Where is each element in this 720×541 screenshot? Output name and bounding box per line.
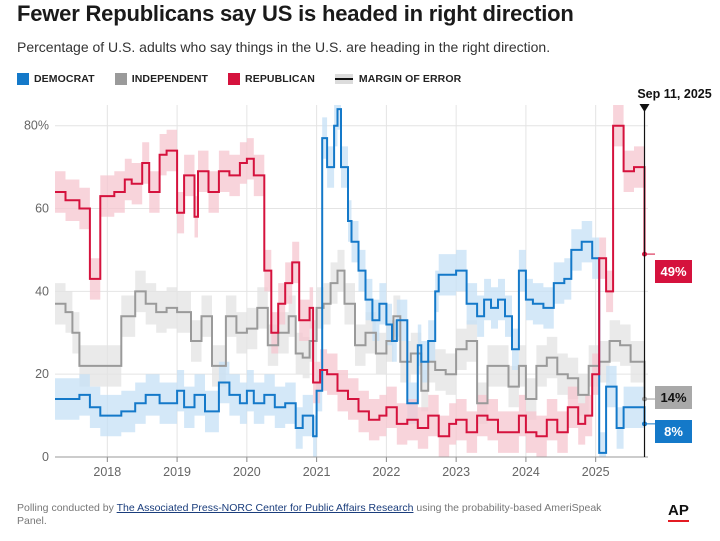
chart-subtitle: Percentage of U.S. adults who say things… (17, 39, 551, 55)
republican-end-label: 49% (660, 264, 686, 279)
legend-label-moe: MARGIN OF ERROR (358, 73, 462, 85)
independent-end-label-box (655, 386, 692, 409)
x-tick-label: 2020 (233, 465, 261, 479)
x-tick-label: 2025 (582, 465, 610, 479)
x-tick-label: 2024 (512, 465, 540, 479)
source-prefix: Polling conducted by (17, 502, 117, 514)
democrat-end-label-box (655, 420, 692, 443)
source-link[interactable]: The Associated Press-NORC Center for Pub… (116, 502, 414, 514)
source-suffix: using the probability-based AmeriSpeak P… (17, 502, 602, 527)
x-tick-label: 2018 (93, 465, 121, 479)
independent-line (55, 269, 646, 405)
ap-logo: AP (668, 502, 689, 522)
x-tick-label: 2019 (163, 465, 191, 479)
date-marker-label: Sep 11, 2025 (637, 87, 711, 101)
legend-item-republican: REPUBLICAN (228, 73, 315, 85)
legend-item-moe: MARGIN OF ERROR (334, 73, 462, 85)
republican-end-label-box (655, 260, 692, 283)
y-tick-label: 0 (42, 450, 49, 464)
legend-label-independent: INDEPENDENT (131, 73, 209, 85)
x-tick-label: 2022 (372, 465, 400, 479)
legend-label-republican: REPUBLICAN (245, 73, 315, 85)
legend-item-independent: INDEPENDENT (114, 73, 209, 85)
y-tick-label: 80% (24, 119, 49, 133)
y-tick-label: 60 (35, 202, 49, 216)
republican-swatch (228, 73, 241, 85)
moe-swatch (334, 74, 353, 84)
republican-line (55, 124, 646, 438)
date-marker-arrow (639, 104, 650, 112)
x-tick-label: 2021 (303, 465, 331, 479)
legend-label-democrat: DEMOCRAT (34, 73, 95, 85)
democrat-end-label: 8% (664, 424, 683, 439)
independent-moe-band (55, 249, 645, 424)
legend-item-democrat: DEMOCRAT (17, 73, 95, 85)
annotations: Sep 11, 2025 49% 14% 8% (637, 87, 712, 457)
y-tick-label: 20 (35, 367, 49, 381)
series-lines (55, 108, 648, 454)
democrat-swatch (17, 73, 29, 85)
line-chart: 0 20 40 60 80% 2018 2019 2020 2021 2022 2023 2024 20… (24, 87, 712, 479)
independent-end-label: 14% (660, 390, 686, 405)
y-tick-label: 40 (35, 284, 49, 298)
axes: 0 20 40 60 80% 2018 2019 2020 2021 2022 2023 2024 20… (24, 119, 648, 479)
independent-swatch (114, 73, 127, 85)
x-tick-label: 2023 (442, 465, 470, 479)
democrat-line (55, 108, 646, 454)
chart-title: Fewer Republicans say US is headed in ri… (17, 1, 574, 26)
source-note: Polling conducted by The Associated Pres… (17, 502, 607, 528)
legend: DEMOCRAT INDEPENDENT REPUBLICAN MARGIN O… (17, 72, 481, 86)
